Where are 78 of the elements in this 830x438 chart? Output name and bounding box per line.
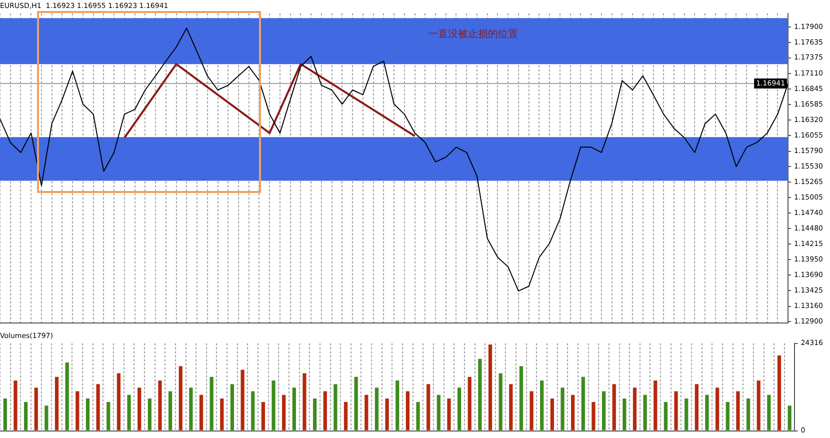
bar [354,376,358,430]
bar [736,391,740,430]
bar [199,394,204,430]
bar [106,402,110,430]
bar [261,402,265,430]
bar [116,373,120,430]
bar [34,388,38,430]
bar [86,398,90,430]
bar [302,373,306,430]
bar [788,406,792,430]
bar [292,388,296,430]
bar [436,394,440,430]
bar [138,388,142,430]
bar [344,402,348,430]
bar [168,391,172,430]
bar [694,384,698,430]
bar [674,391,678,430]
bar [127,394,131,430]
bar [457,388,462,430]
bar [14,380,18,430]
bar [612,384,616,430]
bar [406,391,410,430]
bar [602,391,606,430]
bar [767,394,771,430]
bar [65,362,69,430]
bar [540,380,544,430]
bar [312,398,317,430]
bar [374,388,379,430]
bar [519,366,524,430]
bar [148,398,152,430]
bar [364,394,368,430]
bar [632,388,637,430]
bar [478,358,482,430]
bar [54,376,59,430]
bar [396,380,400,430]
bar [560,388,564,430]
bar [210,376,214,430]
bar [230,384,234,430]
bar [488,344,492,430]
bar [468,376,472,430]
bar [220,398,224,430]
bar [777,355,782,430]
bar [756,380,760,430]
bar [684,398,688,430]
bar [447,398,451,430]
bar [44,406,48,430]
bar [509,384,513,430]
bar [550,398,554,430]
bar [272,380,276,430]
bar [530,391,534,430]
bar [385,398,389,430]
bar [726,402,730,430]
bar [716,388,720,430]
bar [76,391,80,430]
bar [251,391,255,430]
bar [664,402,668,430]
band-label: 一直没被止损的位置 [428,28,518,40]
bar [158,380,162,430]
bar [24,402,28,430]
bar [592,402,596,430]
bar [416,402,420,430]
bar [178,366,182,430]
bar [3,398,7,430]
bar [189,388,193,430]
bar [334,384,338,430]
bar [96,384,100,430]
bar [581,376,585,430]
bar [746,398,750,430]
bar [622,398,626,430]
bar [643,394,647,430]
bar [426,384,430,430]
bar [705,394,709,430]
bar [654,380,658,430]
bar [323,391,327,430]
bar [240,370,244,430]
bar [282,394,286,430]
bar [571,394,575,430]
bar [498,373,502,430]
